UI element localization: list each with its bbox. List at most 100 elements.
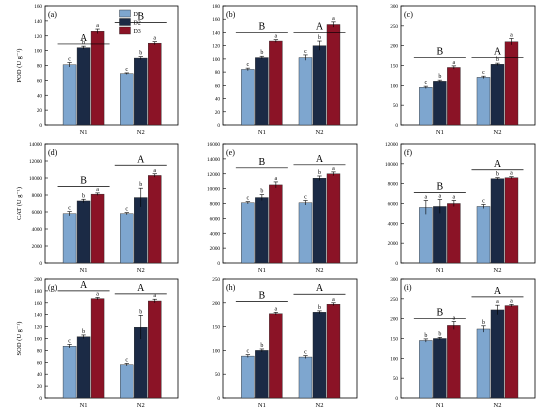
bar-d1	[476, 328, 491, 399]
y-tick-label: 140	[212, 30, 220, 36]
significance-letter: c	[68, 338, 71, 344]
significance-letter: c	[247, 62, 250, 68]
plot-frame	[44, 143, 179, 264]
y-tick-label: 4000	[388, 221, 399, 227]
y-tick-label: 8000	[32, 193, 43, 199]
bar-d2	[76, 336, 91, 399]
panel-label: (e)	[226, 148, 235, 157]
group-letter: B	[137, 11, 144, 22]
panel-label: (f)	[404, 148, 412, 157]
bar-d2	[312, 312, 327, 399]
panel-label: (c)	[404, 10, 413, 19]
chart-panel: 0 20 40 60 80 100 120 140 160 180 200 N1 N2 c c b b a a A A (…	[16, 277, 179, 409]
y-tick-label: 8000	[388, 182, 399, 188]
y-tick-label: 20	[37, 108, 43, 114]
y-tick-label: 300	[390, 277, 398, 283]
y-tick-label: 10000	[29, 176, 42, 182]
significance-letter: b	[139, 182, 142, 188]
y-tick-label: 300	[390, 4, 398, 10]
y-tick-label: 180	[34, 289, 42, 295]
bar-d2	[76, 47, 91, 126]
y-tick-label: 100	[212, 348, 220, 354]
significance-letter: b	[482, 320, 485, 326]
chart-panel: 0 50 100 150 200 250 N1 N2 c c b b a a B A (h)	[212, 277, 358, 409]
significance-letter: b	[82, 329, 85, 335]
bar-d2	[433, 338, 447, 399]
y-tick-label: 8000	[210, 202, 221, 208]
y-tick-label: 100	[212, 57, 220, 63]
significance-letter: c	[482, 198, 485, 204]
y-tick-label: 60	[37, 360, 43, 366]
y-tick-label: 20	[215, 110, 221, 116]
significance-letter: b	[318, 305, 321, 311]
y-tick-label: 0	[395, 261, 398, 267]
legend-swatch-d1	[119, 9, 131, 18]
y-tick-label: 12000	[385, 142, 398, 148]
bar-d3	[148, 175, 162, 264]
bar-d1	[241, 69, 255, 126]
y-axis-label: CAT (U g⁻¹)	[16, 187, 23, 220]
y-tick-label: 40	[37, 93, 43, 99]
y-tick-label: 100	[390, 83, 398, 89]
bar-d2	[490, 178, 505, 264]
y-tick-label: 200	[390, 44, 398, 50]
significance-letter: c	[125, 357, 128, 363]
y-axis-label: SOD (U g⁻¹)	[16, 322, 23, 356]
legend-label: D3	[133, 29, 140, 35]
significance-letter: a	[153, 293, 156, 299]
y-tick-label: 2000	[32, 244, 43, 250]
bar-d2	[134, 57, 148, 126]
bar-d3	[90, 31, 105, 126]
group-letter: B	[437, 308, 444, 319]
significance-letter: a	[510, 33, 513, 39]
bar-d2	[433, 81, 447, 126]
significance-letter: a	[96, 187, 99, 193]
x-tick-label: N2	[316, 129, 324, 136]
y-tick-label: 14000	[29, 142, 42, 148]
significance-letter: c	[304, 49, 307, 55]
y-tick-label: 16000	[207, 142, 220, 148]
y-tick-label: 80	[215, 70, 221, 76]
significance-letter: c	[482, 70, 485, 76]
group-letter: A	[137, 154, 145, 165]
y-tick-label: 150	[390, 337, 398, 343]
bar-d1	[476, 77, 491, 126]
group-letter: B	[259, 157, 266, 168]
y-tick-label: 0	[395, 123, 398, 129]
y-tick-label: 6000	[32, 210, 43, 216]
bar-d3	[504, 41, 519, 126]
x-tick-label: N1	[436, 402, 444, 409]
legend-swatch-d3	[119, 26, 131, 35]
x-tick-label: N2	[316, 267, 324, 274]
bar-d3	[269, 184, 283, 264]
bar-d2	[134, 197, 148, 264]
significance-letter: a	[439, 194, 442, 200]
x-tick-label: N2	[137, 402, 145, 409]
y-tick-label: 160	[34, 4, 42, 10]
bar-d3	[148, 42, 162, 126]
significance-letter: c	[304, 350, 307, 356]
significance-letter: a	[96, 23, 99, 29]
bar-d1	[298, 57, 313, 126]
y-tick-label: 0	[217, 396, 220, 402]
bar-d1	[62, 346, 77, 399]
group-letter: A	[137, 283, 145, 294]
y-tick-label: 120	[34, 34, 42, 40]
significance-letter: a	[510, 298, 513, 304]
significance-letter: c	[125, 67, 128, 73]
y-tick-label: 140	[34, 19, 42, 25]
bar-d3	[504, 305, 519, 399]
bar-d3	[326, 24, 341, 126]
bar-d2	[312, 45, 327, 126]
y-tick-label: 100	[34, 337, 42, 343]
bar-d1	[120, 364, 134, 399]
bar-d1	[298, 202, 313, 264]
y-tick-label: 200	[212, 301, 220, 307]
y-tick-label: 120	[34, 325, 42, 331]
chart-panel: 0 2000 4000 6000 8000 10000 12000 14000 N1 N2 c c b b…	[16, 142, 179, 274]
y-tick-label: 200	[390, 317, 398, 323]
significance-letter: a	[496, 299, 499, 305]
bar-d2	[255, 350, 269, 399]
group-letter: A	[494, 47, 502, 58]
